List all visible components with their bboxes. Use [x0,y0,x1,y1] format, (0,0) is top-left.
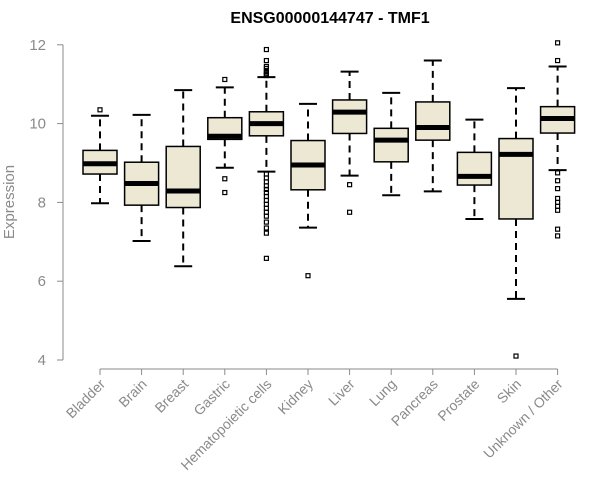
outlier-point [347,209,353,215]
box-group [539,40,576,239]
box-group [498,87,534,359]
chart-title: ENSG00000144747 - TMF1 [230,10,429,27]
outlier-point [554,57,561,64]
x-tick-label: Breast [151,376,191,416]
y-tick-label: 8 [38,194,46,211]
outlier-point [263,57,269,64]
iqr-box [331,99,368,135]
outlier-point [554,178,561,184]
outlier-point [222,189,228,196]
outlier-point [554,186,561,192]
outlier-point [347,182,353,188]
box-group [248,46,285,261]
y-tick-label: 12 [29,37,46,54]
iqr-box [498,137,534,220]
x-tick-label: Lung [366,376,399,409]
x-tick-label: Prostate [434,376,482,424]
y-tick-label: 4 [38,352,46,369]
boxes [82,40,576,359]
box-group [165,89,201,268]
outlier-point [263,186,269,192]
outlier-point [305,273,311,279]
y-tick-label: 10 [29,116,46,133]
outlier-point [554,233,561,239]
outlier-point [263,255,269,261]
outlier-point [263,225,269,231]
x-tick-label: Unknown / Other [480,376,566,462]
y-axis-label: Expression [1,165,18,239]
box-group [373,91,409,197]
outlier-point [554,207,561,213]
outlier-point [263,213,269,219]
iqr-box [165,145,201,209]
y-tick-label: 6 [38,273,46,290]
outlier-point [263,72,269,79]
x-tick-label: Kidney [275,376,317,418]
box-group [207,76,243,196]
x-tick-label: Skin [494,376,525,407]
box-group [290,102,326,279]
box-group [123,113,160,243]
outlier-point [222,176,228,182]
x-tick-label: Bladder [63,376,109,422]
outlier-point [263,230,269,236]
iqr-box [373,127,409,163]
outlier-point [554,226,561,232]
outlier-point [263,65,269,72]
box-group [82,107,118,205]
outlier-point [513,353,519,359]
iqr-box [415,101,451,141]
outlier-point [97,107,103,113]
x-tick-label: Brain [115,376,149,410]
y-axis: 4 6 8 10 12 [29,37,64,369]
x-tick-label: Liver [325,376,358,409]
box-group [415,59,451,193]
outlier-point [263,46,269,53]
outlier-point [263,219,269,225]
outlier-point [554,40,561,46]
box-group [456,118,493,220]
box-group [331,70,368,215]
outlier-point [222,76,228,83]
outlier-point [554,170,561,176]
iqr-box [456,151,493,186]
